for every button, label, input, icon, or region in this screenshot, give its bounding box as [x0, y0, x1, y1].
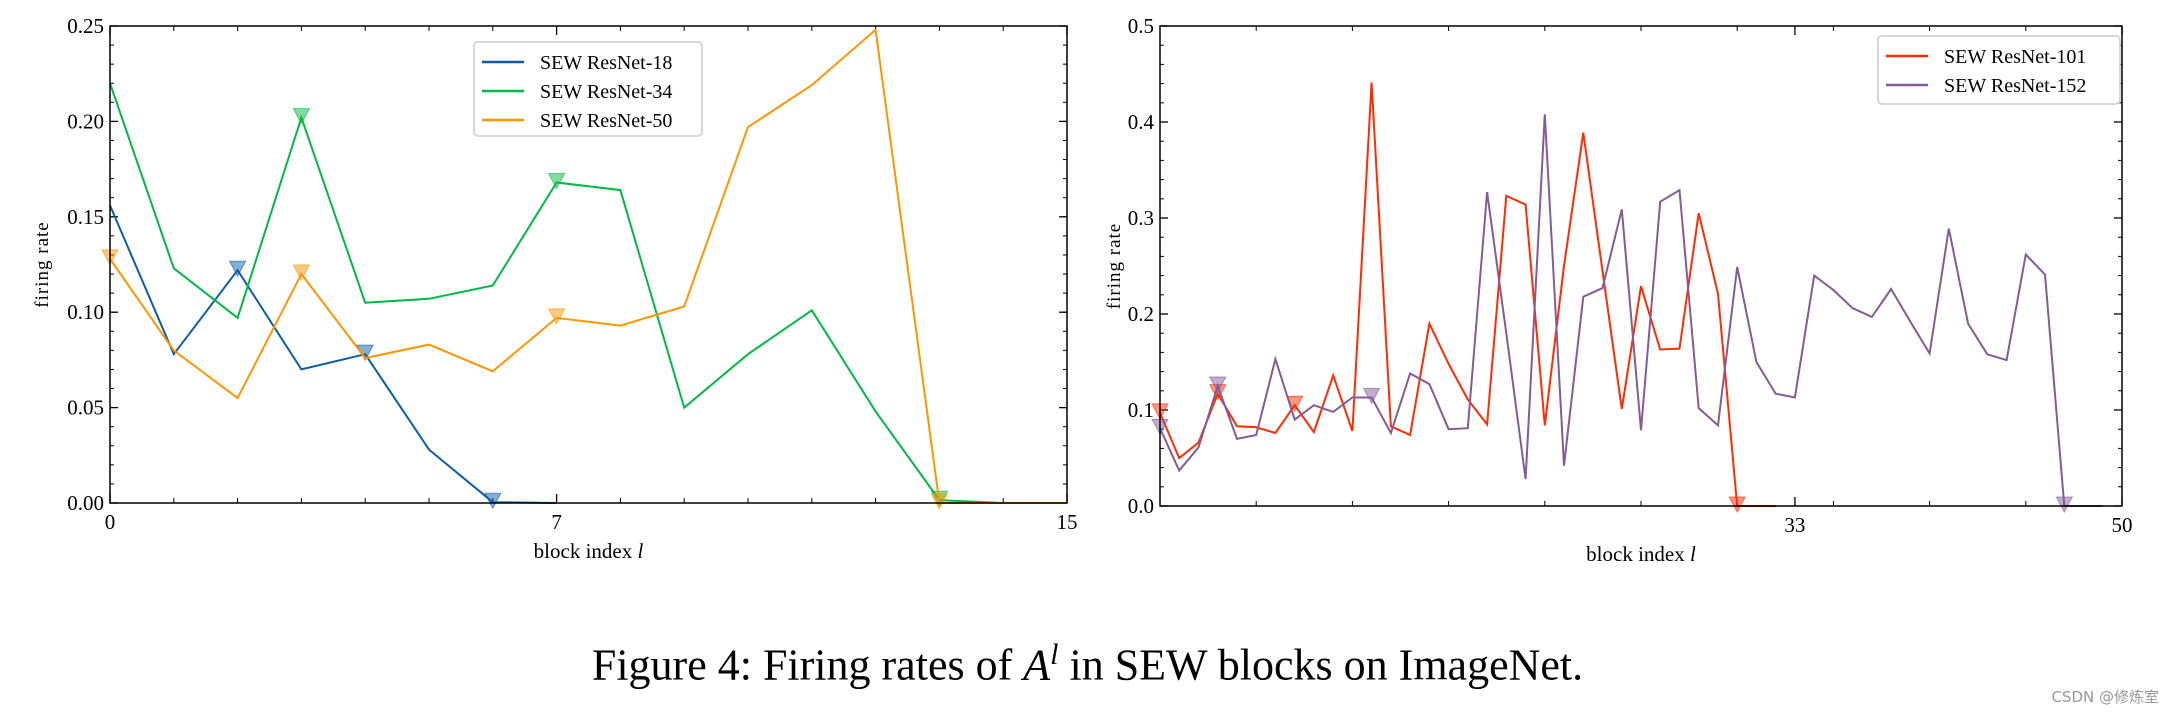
y-tick-label: 0.5: [1128, 14, 1154, 38]
y-tick-label: 0.10: [67, 300, 104, 324]
y-tick-label: 0.15: [67, 205, 104, 229]
data-point-marker: [547, 172, 566, 190]
x-tick-label: 15: [1057, 510, 1078, 534]
series-line-1: [109, 205, 557, 504]
figure-caption: Figure 4: Firing rates of Al in SEW bloc…: [0, 638, 2175, 691]
caption-superscript: l: [1050, 638, 1059, 671]
y-axis-label: firing rate: [32, 221, 53, 307]
plot-frame: [109, 25, 1068, 504]
legend-label: SEW ResNet-152: [1944, 75, 2086, 97]
series-line-2: [1159, 114, 2103, 507]
data-point-marker: [1728, 496, 1747, 514]
x-tick-label: 50: [2112, 513, 2133, 537]
x-tick-label: 7: [551, 510, 562, 534]
x-axis-label-symbol: l: [1690, 542, 1696, 566]
y-tick-label: 0.00: [67, 491, 104, 515]
y-tick-label: 0.3: [1128, 206, 1154, 230]
legend-box: [473, 41, 703, 137]
legend-label: SEW ResNet-101: [1944, 46, 2086, 68]
y-axis-label: firing rate: [1104, 223, 1125, 309]
y-tick-label: 0.2: [1128, 302, 1154, 326]
series-line-2: [109, 82, 1067, 504]
legend-label: SEW ResNet-50: [540, 110, 672, 132]
data-point-marker: [1285, 395, 1304, 413]
data-point-marker: [547, 308, 566, 325]
watermark: CSDN @修炼室: [2051, 688, 2159, 706]
y-tick-label: 0.1: [1128, 398, 1154, 422]
y-tick-label: 0.20: [67, 109, 104, 133]
chart-right: 0.0 0.1 0.2 0.3 0.4 0.5 33 50 block index l firin…: [1104, 14, 2133, 566]
data-point-marker: [1208, 376, 1227, 394]
x-tick-label: 33: [1784, 513, 1805, 537]
data-point-marker: [2055, 496, 2074, 514]
caption-suffix: in SEW blocks on ImageNet.: [1058, 640, 1584, 690]
legend-label: SEW ResNet-34: [540, 81, 672, 103]
x-axis-label: block index l: [1586, 542, 1696, 566]
y-tick-label: 0.25: [67, 14, 104, 38]
chart-left: 0.00 0.05 0.10 0.15 0.20 0.25 0 7 15 block index …: [32, 14, 1078, 563]
x-tick-label: 0: [105, 510, 116, 534]
x-axis-label-symbol: l: [637, 539, 643, 563]
series-line-3: [109, 27, 1067, 504]
y-tick-label: 0.0: [1128, 494, 1154, 518]
data-point-marker: [930, 493, 949, 511]
data-point-marker: [1362, 388, 1381, 405]
legend-box: [1877, 35, 2121, 105]
plot-frame: [1159, 25, 2123, 507]
caption-prefix: Figure 4: Firing rates of: [591, 640, 1024, 690]
x-axis-label: block index l: [534, 539, 644, 563]
y-tick-label: 0.4: [1128, 110, 1155, 134]
data-point-marker: [292, 108, 311, 125]
legend-label: SEW ResNet-18: [540, 52, 672, 74]
y-tick-label: 0.05: [67, 396, 104, 420]
data-point-marker: [292, 264, 311, 282]
series-line-1: [1159, 82, 1776, 507]
caption-symbol: A: [1023, 640, 1051, 690]
data-point-marker: [228, 260, 247, 278]
data-point-marker: [483, 492, 502, 510]
